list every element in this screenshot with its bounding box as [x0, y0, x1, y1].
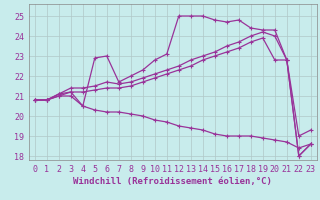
X-axis label: Windchill (Refroidissement éolien,°C): Windchill (Refroidissement éolien,°C) — [73, 177, 272, 186]
